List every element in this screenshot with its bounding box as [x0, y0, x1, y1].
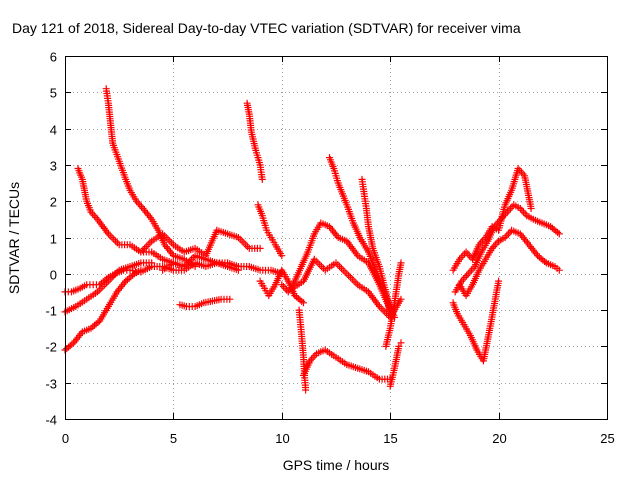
data-point [244, 243, 251, 251]
series-arc-5 [102, 85, 199, 270]
series-arc-20 [449, 277, 503, 365]
y-tick-label: 0 [50, 268, 57, 283]
x-axis-label: GPS time / hours [283, 457, 390, 473]
data-point [339, 266, 347, 274]
data-point [300, 299, 307, 307]
data-point [108, 234, 116, 241]
data-point [343, 270, 351, 278]
data-point [555, 266, 563, 274]
series-arc-22 [451, 201, 563, 296]
data-point [226, 295, 234, 303]
data-point [314, 259, 322, 267]
data-point [466, 268, 474, 276]
data-point [136, 201, 144, 209]
data-point [309, 353, 317, 361]
data-marks [61, 85, 563, 394]
y-tick-label: -2 [45, 340, 57, 355]
data-point [397, 295, 405, 303]
x-tick-label: 15 [383, 431, 397, 446]
data-point [554, 228, 562, 236]
data-point [461, 273, 469, 281]
data-point [281, 284, 289, 292]
series-arc-8 [176, 295, 234, 310]
axis-ticks: -4 -3 -2 -1 0 1 2 3 4 5 6 0 5 10 15 20 25 [45, 50, 614, 447]
data-point [279, 283, 287, 290]
data-point [505, 206, 513, 214]
y-tick-label: 3 [50, 159, 57, 174]
x-tick-label: 5 [170, 431, 177, 446]
data-point [397, 339, 405, 347]
x-tick-label: 0 [62, 431, 69, 446]
series-arc-9 [243, 99, 266, 183]
data-point [139, 246, 147, 254]
x-tick-label: 20 [492, 431, 506, 446]
data-point [166, 237, 174, 245]
data-point [334, 261, 342, 269]
chart-title: Day 121 of 2018, Sidereal Day-to-day VTE… [12, 20, 521, 36]
data-point [395, 342, 403, 350]
data-point [278, 252, 286, 260]
data-point [352, 279, 360, 287]
series-arc-10 [254, 201, 286, 260]
series-arc-17 [358, 175, 394, 318]
y-axis-label: SDTVAR / TECUs [6, 182, 22, 294]
data-point [110, 235, 118, 243]
data-point [555, 230, 563, 238]
data-point [462, 248, 470, 256]
series-arc-19 [386, 339, 405, 390]
series-arc-15 [300, 346, 394, 383]
data-point [520, 208, 527, 216]
data-point [90, 212, 98, 220]
y-tick-label: 4 [50, 123, 57, 138]
y-tick-label: -3 [45, 377, 57, 392]
data-point [106, 232, 114, 240]
series-arc-18 [382, 259, 405, 350]
data-point [541, 258, 549, 265]
data-point [341, 268, 349, 276]
data-point [397, 259, 405, 267]
y-tick-label: -4 [45, 413, 57, 428]
plot-frame [65, 56, 608, 420]
series-arc-23 [456, 226, 563, 300]
data-point [464, 270, 472, 278]
data-point [137, 266, 145, 274]
data-point [97, 284, 105, 292]
y-tick-label: -1 [45, 304, 57, 319]
data-point [164, 235, 172, 243]
data-point [256, 244, 264, 252]
series-arc-21 [449, 165, 535, 274]
data-point [316, 261, 324, 269]
data-point [527, 205, 535, 212]
data-point [191, 263, 199, 270]
y-tick-label: 5 [50, 86, 57, 101]
grid [65, 56, 607, 419]
data-point [463, 272, 471, 280]
series-arc-14 [295, 306, 310, 394]
data-point [148, 259, 156, 267]
x-tick-label: 25 [600, 431, 614, 446]
data-point [302, 386, 310, 394]
data-point [99, 283, 107, 290]
y-tick-label: 2 [50, 195, 57, 210]
data-point [377, 304, 385, 312]
x-tick-label: 10 [275, 431, 289, 446]
data-point [495, 277, 503, 285]
y-tick-label: 6 [50, 50, 57, 65]
data-point [468, 266, 475, 274]
y-tick-label: 1 [50, 232, 57, 247]
data-point [258, 175, 266, 183]
data-point [189, 254, 197, 261]
series-arc-4 [74, 165, 177, 267]
